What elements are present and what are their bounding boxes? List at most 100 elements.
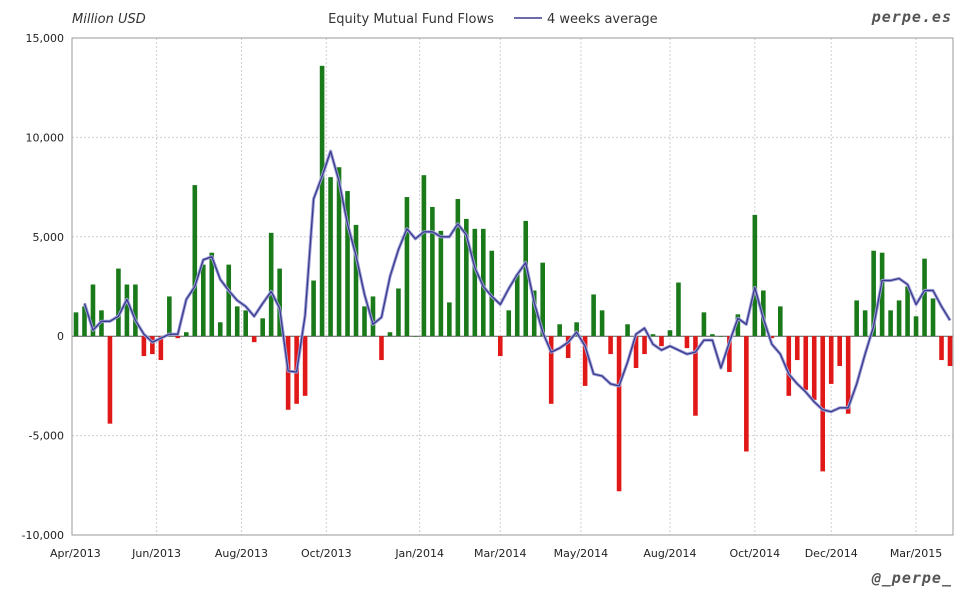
bar	[353, 224, 359, 337]
x-axis-ticks: Apr/2013 Jun/2013 Aug/2013 Oct/2013 Jan/2014…	[50, 547, 942, 560]
bar	[871, 250, 876, 337]
x-tick-label: Aug/2014	[643, 547, 696, 560]
bar	[854, 300, 859, 337]
x-tick-label: Jan/2014	[394, 547, 444, 560]
y-tick-label: -10,000	[22, 529, 64, 542]
bar	[616, 336, 622, 492]
bar	[608, 336, 613, 355]
bar	[650, 334, 656, 337]
brand-label: perpe.es	[871, 8, 952, 26]
bar	[234, 306, 240, 337]
bar	[565, 336, 571, 359]
bar	[735, 314, 741, 337]
bar	[379, 336, 384, 361]
bar	[277, 268, 282, 337]
bar	[667, 330, 673, 337]
bar	[659, 336, 664, 347]
bar	[336, 167, 342, 337]
bar	[116, 268, 121, 337]
bar	[243, 310, 249, 337]
bar	[710, 334, 715, 337]
bar	[141, 336, 147, 357]
bar	[803, 336, 809, 390]
bar	[124, 284, 130, 337]
bars	[73, 65, 953, 492]
bar	[481, 228, 486, 337]
bar	[828, 336, 834, 384]
bar	[727, 336, 732, 372]
bar	[73, 312, 79, 337]
bar	[633, 336, 639, 369]
x-tick-label: Aug/2013	[215, 547, 268, 560]
bar	[896, 300, 902, 337]
bar	[302, 336, 308, 396]
bar	[811, 336, 817, 400]
x-tick-label: Jun/2013	[131, 547, 181, 560]
y-axis-ticks: -10,000 -5,000 0 5,000 10,000 15,000	[22, 32, 64, 542]
bar	[90, 284, 96, 337]
bar	[837, 336, 842, 367]
plot-frame	[71, 37, 954, 536]
bar	[319, 65, 325, 337]
x-tick-label: Apr/2013	[50, 547, 101, 560]
bar	[506, 310, 512, 337]
bar	[404, 197, 410, 337]
bar	[184, 332, 189, 337]
bar	[167, 296, 172, 337]
bar	[922, 258, 927, 337]
bar	[879, 252, 885, 337]
bar	[599, 310, 605, 337]
bar	[684, 336, 690, 349]
bar	[531, 290, 537, 337]
bar	[794, 336, 800, 361]
bar	[260, 318, 265, 337]
bar	[786, 336, 792, 396]
x-tick-label: Mar/2015	[890, 547, 942, 560]
bar	[430, 206, 435, 337]
y-tick-label: 10,000	[26, 131, 65, 144]
chart-title: Equity Mutual Fund Flows	[328, 12, 494, 27]
y-tick-label: 5,000	[33, 231, 65, 244]
bar	[150, 336, 155, 355]
bar	[192, 185, 198, 337]
bar	[107, 336, 113, 424]
bar	[845, 336, 851, 414]
bar	[769, 336, 775, 339]
bar	[413, 336, 418, 337]
bar	[82, 306, 87, 337]
bar	[642, 336, 647, 355]
bar	[905, 286, 910, 337]
average-line-layer	[82, 149, 952, 414]
legend: 4 weeks average	[514, 12, 658, 27]
bar	[455, 199, 461, 337]
x-tick-label: Oct/2013	[301, 547, 352, 560]
bar	[285, 336, 291, 410]
bar	[217, 322, 223, 337]
bar	[497, 336, 503, 357]
bar	[676, 282, 681, 337]
bar	[574, 322, 579, 337]
bar	[200, 264, 206, 337]
bar	[523, 220, 529, 337]
x-tick-label: Oct/2014	[729, 547, 780, 560]
bar	[158, 336, 164, 361]
bar	[268, 232, 274, 337]
bar	[548, 336, 554, 404]
bar	[328, 177, 333, 337]
bar	[718, 336, 724, 337]
bar	[744, 336, 749, 452]
bar	[396, 288, 401, 337]
x-tick-label: Mar/2014	[474, 547, 526, 560]
bar	[777, 306, 783, 337]
bar	[582, 336, 588, 386]
bar	[591, 294, 596, 337]
y-tick-label: -5,000	[29, 430, 64, 443]
y-tick-label: 15,000	[26, 32, 65, 45]
footer-handle: @_perpe_	[871, 569, 952, 587]
bar	[820, 336, 826, 472]
bar	[472, 228, 478, 337]
x-tick-label: May/2014	[554, 547, 608, 560]
bar	[930, 298, 936, 337]
bar	[226, 264, 232, 337]
